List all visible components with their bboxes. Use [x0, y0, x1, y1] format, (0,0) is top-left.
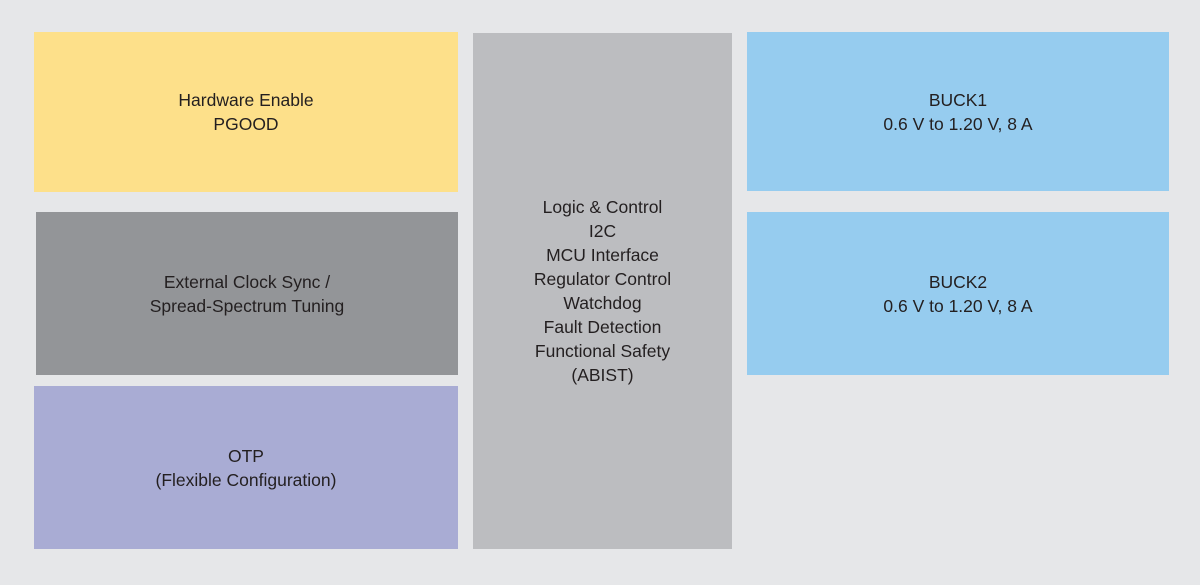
block-label: Watchdog: [563, 293, 642, 313]
block-label: (Flexible Configuration): [155, 469, 337, 490]
block: Logic & Control I2C MCU Interface Regulator…: [473, 33, 732, 549]
block-label: PGOOD: [213, 114, 279, 134]
block-label: OTP: [228, 445, 264, 466]
block: OTP (Flexible Configuration): [34, 386, 458, 549]
block: External Clock Sync / Spread-Spectrum Tun…: [36, 212, 458, 375]
block-label: I2C: [588, 221, 617, 241]
block-label: Fault Detection: [543, 317, 662, 337]
block-label: Logic & Control: [542, 197, 663, 217]
block: BUCK2 0.6 V to 1.20 V, 8 A: [747, 212, 1169, 375]
block: BUCK1 0.6 V to 1.20 V, 8 A: [747, 32, 1169, 191]
block-label: Functional Safety: [534, 341, 671, 361]
block-label: Regulator Control: [533, 269, 672, 289]
block-label: 0.6 V to 1.20 V, 8 A: [883, 295, 1033, 316]
block-label: Hardware Enable: [178, 90, 314, 110]
block-label: Spread-Spectrum Tuning: [149, 295, 345, 316]
block-label: BUCK2: [928, 271, 988, 292]
block-label: 0.6 V to 1.20 V, 8 A: [883, 113, 1033, 134]
block-label: BUCK1: [928, 89, 988, 110]
block-label: External Clock Sync /: [163, 271, 331, 292]
block: Hardware Enable PGOOD: [34, 32, 458, 192]
block-label: MCU Interface: [546, 245, 659, 265]
block-label: (ABIST): [571, 365, 634, 385]
